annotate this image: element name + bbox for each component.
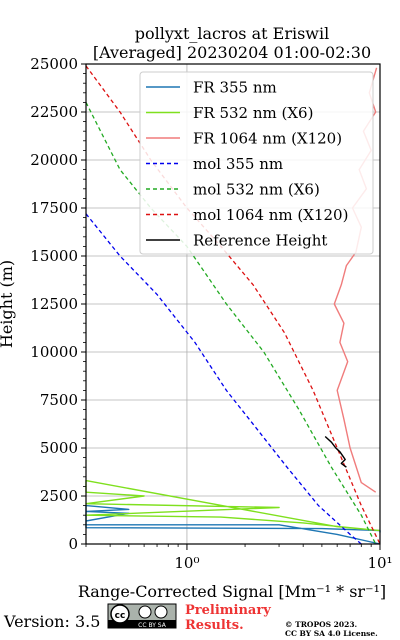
footer: Version: 3.5 cc CC BY SA Preliminary Res… (3, 603, 378, 638)
legend-box (139, 71, 374, 255)
series-line-fr-355-nm (85, 504, 381, 545)
legend-entry: FR 532 nm (X6) (193, 104, 313, 122)
preliminary-text: Preliminary (185, 603, 271, 618)
axis-ticks: 0 2500 5000 7500 10000 12500 15000 17500 20000 22… (30, 55, 392, 572)
chart-title: pollyxt_lacros at Eriswil [Averaged] 202… (93, 24, 371, 62)
legend-entry: FR 1064 nm (X120) (193, 130, 342, 148)
y-tick-label: 25000 (30, 55, 78, 73)
legend: FR 355 nm FR 532 nm (X6) FR 1064 nm (X120)… (139, 71, 374, 255)
cc-license-logo: cc CC BY SA (107, 603, 177, 629)
series-line-mol-532-nm-x6 (85, 102, 377, 545)
x-axis-label: Range-Corrected Signal [Mm⁻¹ * sr⁻¹] (78, 582, 386, 601)
series-line-reference-height (324, 435, 347, 468)
chart-title-line-1: pollyxt_lacros at Eriswil (135, 24, 329, 43)
chart-title-line-2: [Averaged] 20230204 01:00-02:30 (93, 43, 371, 62)
legend-entry: mol 1064 nm (X120) (193, 206, 348, 224)
legend-entry: mol 532 nm (X6) (193, 181, 320, 199)
x-tick-label: 10⁰ (174, 554, 199, 572)
legend-entry: Reference Height (193, 232, 327, 250)
y-tick-label: 7500 (40, 391, 78, 409)
legend-entry: FR 355 nm (193, 79, 277, 97)
series-line-mol-355-nm (85, 213, 362, 545)
y-tick-label: 20000 (30, 151, 78, 169)
y-tick-label: 22500 (30, 103, 78, 121)
svg-text:cc: cc (115, 611, 126, 621)
by-icon (138, 605, 152, 619)
y-axis-label: Height (m) (0, 260, 16, 348)
y-tick-label: 17500 (30, 199, 78, 217)
y-tick-label: 15000 (30, 247, 78, 265)
y-tick-label: 12500 (30, 295, 78, 313)
cc-icon (110, 604, 130, 624)
y-tick-label: 10000 (30, 343, 78, 361)
license-text: CC BY SA 4.0 License. (285, 629, 378, 638)
results-text: Results. (185, 618, 244, 633)
legend-entry: mol 355 nm (193, 155, 283, 173)
sa-icon (154, 605, 168, 619)
version-text: Version: 3.5 (3, 612, 100, 631)
y-tick-label: 2500 (40, 487, 78, 505)
cc-badge-text: CC BY SA (138, 622, 167, 629)
x-tick-label: 10¹ (367, 554, 392, 572)
y-tick-label: 5000 (40, 439, 78, 457)
y-tick-label: 0 (68, 535, 78, 553)
copyright-text: © TROPOS 2023. (285, 620, 357, 629)
series-line-mol-1064-nm-x120 (85, 65, 381, 545)
series-line-fr-532-nm-x6 (85, 479, 381, 532)
